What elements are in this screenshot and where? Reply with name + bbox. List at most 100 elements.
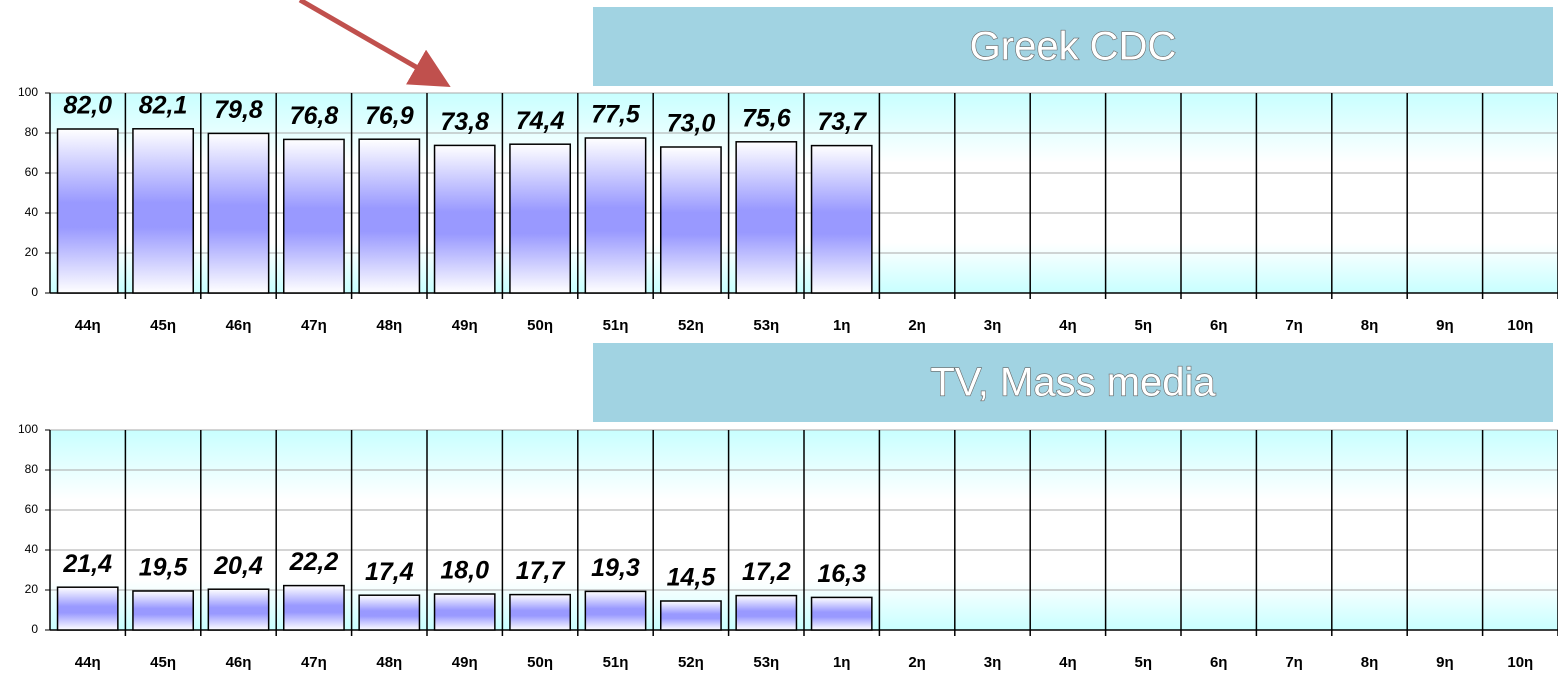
x-tick-label: 46η [226, 654, 252, 671]
chart-title: Greek CDC [970, 25, 1177, 69]
title-box [593, 7, 1553, 86]
bar [282, 584, 345, 631]
data-label: 19,5 [139, 554, 189, 582]
data-label: 79,8 [214, 96, 263, 124]
data-label: 75,6 [742, 104, 792, 132]
data-label: 76,9 [365, 102, 414, 130]
bar [509, 593, 572, 631]
bar [358, 138, 421, 294]
y-tick-label: 60 [25, 502, 39, 516]
bar [735, 141, 798, 294]
x-tick-label: 4η [1059, 654, 1077, 671]
x-tick-label: 10η [1507, 317, 1533, 334]
data-label: 19,3 [591, 554, 640, 582]
x-tick-label: 6η [1210, 654, 1228, 671]
bar [282, 138, 345, 294]
data-label: 22,2 [289, 548, 339, 576]
bar [433, 593, 496, 631]
data-label: 16,3 [817, 560, 866, 588]
title-box [593, 343, 1553, 422]
data-label: 20,4 [213, 552, 263, 580]
x-tick-label: 7η [1285, 654, 1303, 671]
x-tick-label: 46η [226, 317, 252, 334]
chart-title: TV, Mass media [930, 361, 1216, 405]
bar [810, 596, 873, 631]
x-tick-label: 47η [301, 317, 327, 334]
bar [132, 590, 195, 631]
x-tick-label: 4η [1059, 317, 1077, 334]
y-tick-label: 40 [25, 205, 39, 219]
x-tick-label: 51η [603, 317, 629, 334]
y-tick-label: 60 [25, 165, 39, 179]
data-label: 17,7 [516, 557, 566, 585]
x-tick-label: 10η [1507, 654, 1533, 671]
x-tick-label: 52η [678, 317, 704, 334]
x-tick-label: 47η [301, 654, 327, 671]
data-label: 21,4 [62, 550, 112, 578]
y-tick-label: 0 [31, 285, 38, 299]
x-tick-label: 5η [1135, 654, 1153, 671]
x-tick-label: 2η [908, 654, 926, 671]
x-tick-label: 49η [452, 317, 478, 334]
bar [659, 146, 722, 294]
x-tick-label: 53η [753, 654, 779, 671]
x-tick-label: 44η [75, 317, 101, 334]
x-tick-label: 48η [376, 317, 402, 334]
x-tick-label: 45η [150, 654, 176, 671]
y-tick-label: 40 [25, 542, 39, 556]
data-label: 18,0 [440, 557, 489, 585]
data-label: 14,5 [667, 564, 717, 592]
data-label: 74,4 [516, 107, 565, 135]
x-tick-label: 51η [603, 654, 629, 671]
y-tick-label: 100 [18, 422, 38, 436]
y-tick-label: 100 [18, 85, 38, 99]
x-tick-label: 1η [833, 317, 851, 334]
bar [584, 137, 647, 294]
data-label: 77,5 [591, 101, 641, 129]
x-tick-label: 3η [984, 654, 1002, 671]
data-label: 73,0 [667, 110, 716, 138]
data-label: 73,7 [817, 108, 867, 136]
x-tick-label: 53η [753, 317, 779, 334]
bar [358, 594, 421, 631]
bar [56, 586, 119, 631]
x-tick-label: 8η [1361, 317, 1379, 334]
data-label: 82,1 [139, 91, 188, 119]
y-tick-label: 20 [25, 245, 39, 259]
data-label: 82,0 [63, 92, 112, 120]
y-tick-label: 20 [25, 582, 39, 596]
bar [56, 128, 119, 294]
bar [735, 594, 798, 631]
data-label: 76,8 [290, 102, 339, 130]
bar [810, 144, 873, 294]
bar [433, 144, 496, 294]
x-tick-label: 9η [1436, 317, 1454, 334]
x-tick-label: 7η [1285, 317, 1303, 334]
data-label: 17,2 [742, 558, 791, 586]
x-tick-label: 2η [908, 317, 926, 334]
y-tick-label: 0 [31, 622, 38, 636]
x-tick-label: 1η [833, 654, 851, 671]
x-tick-label: 48η [376, 654, 402, 671]
bar [659, 600, 722, 631]
x-tick-label: 49η [452, 654, 478, 671]
x-tick-label: 44η [75, 654, 101, 671]
x-tick-label: 50η [527, 654, 553, 671]
x-tick-label: 6η [1210, 317, 1228, 334]
x-tick-label: 9η [1436, 654, 1454, 671]
bar [132, 128, 195, 294]
arrow [298, 0, 451, 88]
x-tick-label: 5η [1135, 317, 1153, 334]
bar [207, 588, 270, 631]
data-label: 17,4 [365, 558, 414, 586]
y-tick-label: 80 [25, 462, 39, 476]
x-tick-label: 8η [1361, 654, 1379, 671]
bar [207, 132, 270, 294]
bar [509, 143, 572, 294]
y-tick-label: 80 [25, 125, 39, 139]
x-tick-label: 45η [150, 317, 176, 334]
x-tick-label: 50η [527, 317, 553, 334]
x-tick-label: 3η [984, 317, 1002, 334]
bar [584, 590, 647, 631]
